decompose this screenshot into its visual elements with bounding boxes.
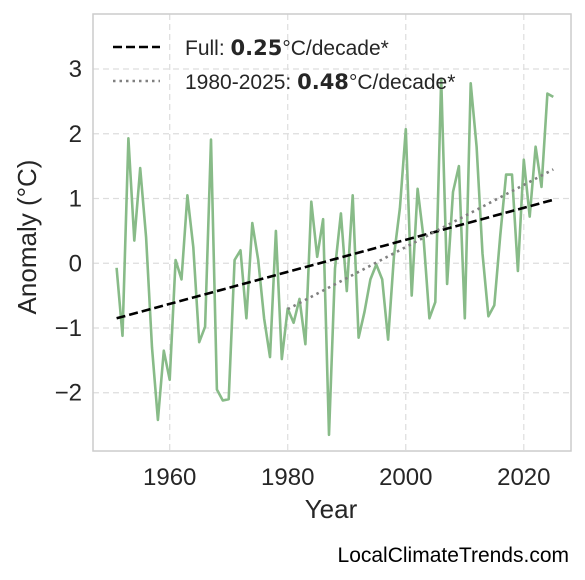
legend-recent-label: 1980-2025: 0.48°C/decade* bbox=[185, 70, 455, 94]
x-tick-label: 1980 bbox=[261, 464, 314, 491]
y-tick-label: 0 bbox=[69, 250, 82, 277]
trend-full-line bbox=[116, 198, 554, 320]
x-axis-title: Year bbox=[305, 494, 358, 524]
y-tick-label: 1 bbox=[69, 186, 82, 213]
y-axis-title: Anomaly (°C) bbox=[12, 160, 42, 315]
x-tick-label: 2000 bbox=[379, 464, 432, 491]
y-tick-label: −1 bbox=[55, 315, 82, 342]
watermark: LocalClimateTrends.com bbox=[337, 544, 569, 567]
trend-recent-line bbox=[287, 168, 554, 311]
y-tick-label: 3 bbox=[69, 56, 82, 83]
tick-labels: 1960 1980 2000 2020 −2 −1 0 1 2 3 bbox=[55, 56, 551, 491]
legend: Full: 0.25°C/decade* 1980-2025: 0.48°C/d… bbox=[113, 36, 455, 94]
y-tick-label: 2 bbox=[69, 121, 82, 148]
y-tick-label: −2 bbox=[55, 380, 82, 407]
x-tick-label: 2020 bbox=[497, 464, 550, 491]
legend-full-label: Full: 0.25°C/decade* bbox=[185, 36, 389, 60]
x-tick-label: 1960 bbox=[143, 464, 196, 491]
plot-frame bbox=[92, 13, 572, 452]
anomaly-series-line bbox=[115, 77, 554, 437]
series-group bbox=[115, 77, 554, 437]
